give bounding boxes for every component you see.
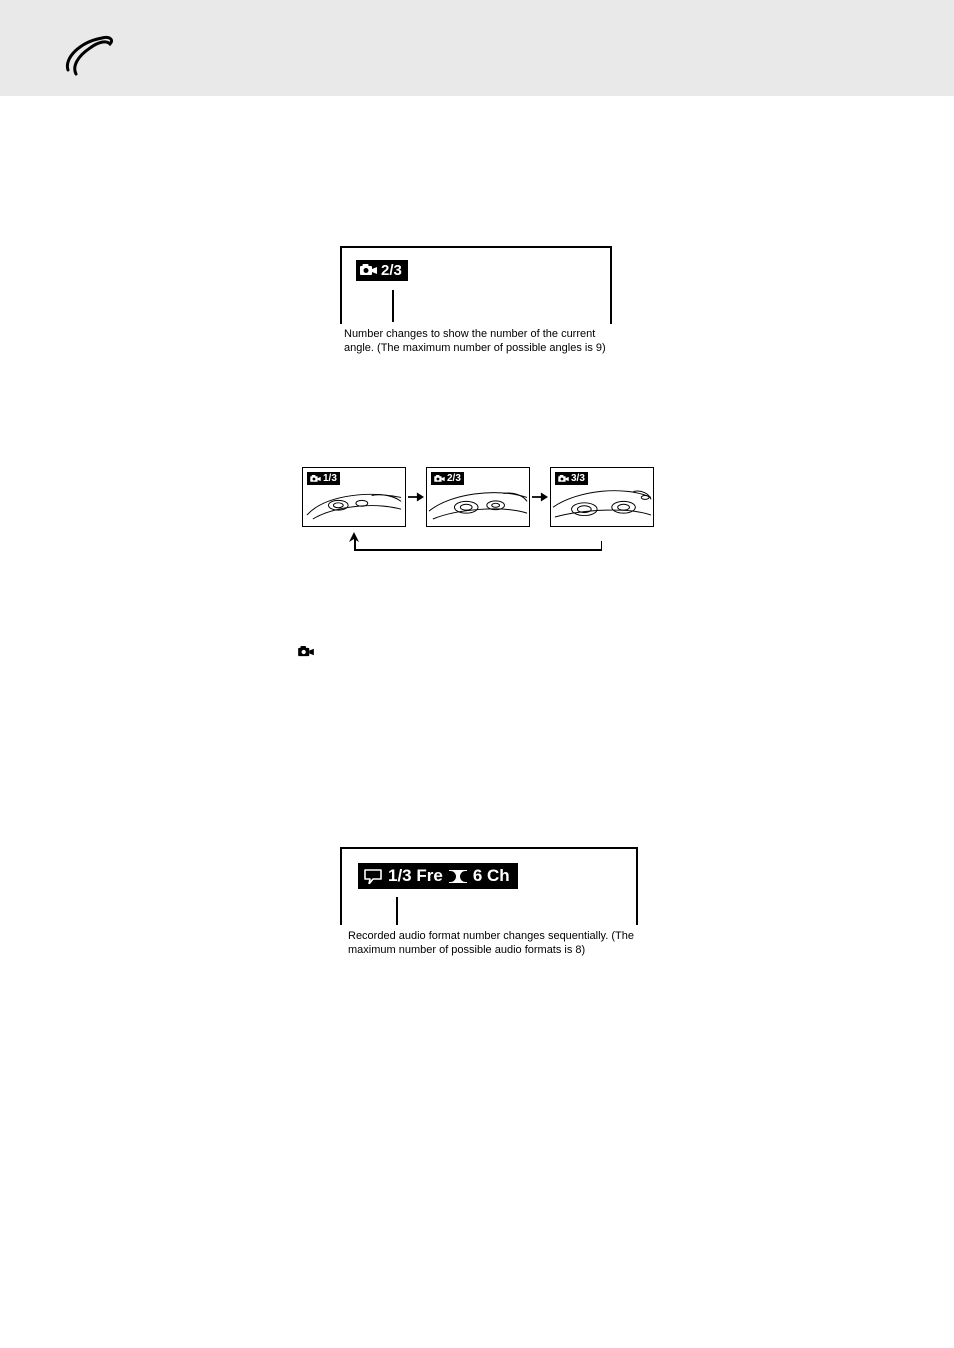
- camera-icon: [310, 475, 321, 483]
- angle-figure-caption: Number changes to show the number of the…: [344, 328, 612, 356]
- thumb-badge-3-text: 3/3: [571, 473, 585, 484]
- arrow-right-icon: [408, 489, 424, 505]
- leader-line: [396, 897, 398, 925]
- angle-badge-text: 2/3: [381, 262, 402, 279]
- cycle-return-line: [302, 541, 654, 557]
- angle-thumb-2: 2/3: [426, 467, 530, 527]
- camera-icon: [558, 475, 569, 483]
- audio-figure-caption: Recorded audio format number changes seq…: [348, 929, 638, 958]
- leader-line: [392, 290, 394, 322]
- thumb-badge-1-text: 1/3: [323, 473, 337, 484]
- inline-camera-icon-row: [298, 643, 314, 663]
- audio-figure-frame: 1/3 Fre 6 Ch: [340, 847, 638, 925]
- angle-thumb-3: 3/3: [550, 467, 654, 527]
- audio-badge-prefix: 1/3 Fre: [388, 866, 443, 886]
- thumb-badge-3: 3/3: [555, 472, 588, 485]
- audio-badge-suffix: 6 Ch: [473, 866, 510, 886]
- audio-osd-badge: 1/3 Fre 6 Ch: [358, 863, 518, 889]
- thumb-badge-2: 2/3: [431, 472, 464, 485]
- angle-figure: 2/3 Number changes to show the number of…: [340, 246, 612, 356]
- thumb-badge-1: 1/3: [307, 472, 340, 485]
- angle-cycle-row: 1/3: [302, 467, 654, 527]
- audio-figure: 1/3 Fre 6 Ch Recorded audio format numbe…: [340, 847, 638, 958]
- arrow-right-icon: [532, 489, 548, 505]
- brand-mark: [62, 30, 118, 87]
- angle-figure-frame: 2/3: [340, 246, 612, 324]
- thumb-badge-2-text: 2/3: [447, 473, 461, 484]
- angle-osd-badge: 2/3: [356, 260, 408, 281]
- camera-icon: [298, 645, 314, 663]
- speech-icon: [364, 869, 382, 884]
- camera-icon: [360, 264, 377, 277]
- camera-icon: [434, 475, 445, 483]
- angle-thumb-1: 1/3: [302, 467, 406, 527]
- header-band: [0, 0, 954, 96]
- angle-cycle: 1/3: [302, 467, 654, 557]
- dolby-icon: [449, 870, 467, 883]
